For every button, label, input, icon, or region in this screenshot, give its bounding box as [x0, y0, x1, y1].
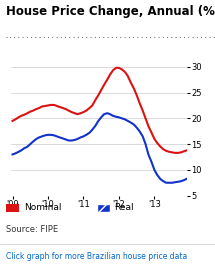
Text: Source: FIPE: Source: FIPE [6, 225, 58, 234]
Text: .......................................................: ........................................… [4, 34, 215, 39]
Bar [97, 204, 110, 212]
Bar [6, 204, 19, 212]
Text: Nominal: Nominal [24, 203, 61, 213]
Text: House Price Change, Annual (%): House Price Change, Annual (%) [6, 5, 215, 18]
Text: Click graph for more Brazilian house price data: Click graph for more Brazilian house pri… [6, 252, 188, 261]
Text: Real: Real [114, 203, 134, 213]
